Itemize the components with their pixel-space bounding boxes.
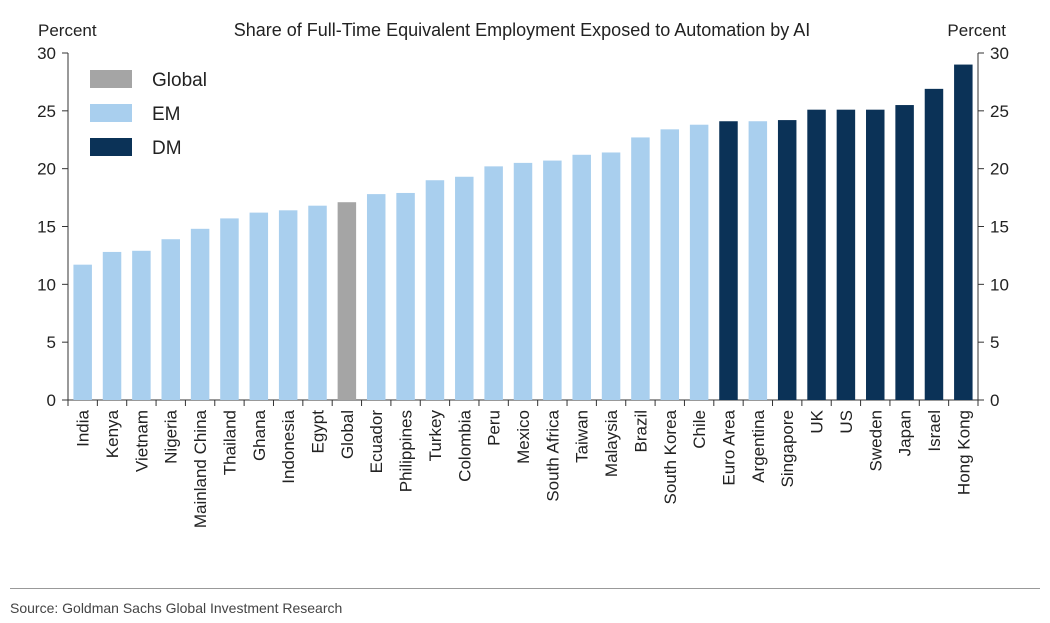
category-label: India: [74, 409, 93, 446]
category-label: US: [837, 410, 856, 434]
bar-sweden: [866, 109, 885, 400]
bar-chart: Share of Full-Time Equivalent Employment…: [37, 20, 1009, 528]
left-tick-label: 30: [37, 44, 56, 63]
source-note: Source: Goldman Sachs Global Investment …: [10, 600, 343, 616]
bars: [73, 64, 973, 401]
category-label: Singapore: [778, 410, 797, 488]
category-label: Mainland China: [191, 409, 210, 528]
bar-nigeria: [161, 239, 180, 400]
category-label: Euro Area: [719, 409, 738, 485]
left-tick-label: 5: [47, 333, 56, 352]
category-label: Chile: [690, 410, 709, 449]
legend-label-em: EM: [152, 104, 181, 125]
category-label: Israel: [925, 410, 944, 452]
bar-indonesia: [278, 210, 298, 400]
category-label: Taiwan: [573, 410, 592, 463]
bar-philippines: [396, 192, 415, 400]
bar-peru: [484, 166, 503, 400]
category-label: Mexico: [514, 410, 533, 464]
bar-vietnam: [132, 250, 151, 400]
category-label: South Africa: [543, 409, 562, 501]
category-label: Hong Kong: [954, 410, 973, 495]
bar-ghana: [249, 212, 269, 400]
right-tick-label: 15: [990, 218, 1009, 237]
bar-colombia: [455, 176, 474, 400]
category-label: Malaysia: [602, 409, 621, 477]
category-label: Kenya: [103, 409, 122, 458]
category-label: Egypt: [309, 410, 328, 454]
right-axis-unit-label: Percent: [947, 21, 1006, 40]
right-tick-label: 20: [990, 160, 1009, 179]
right-tick-label: 10: [990, 275, 1009, 294]
category-label: Peru: [485, 410, 504, 446]
bar-israel: [924, 88, 944, 401]
axis-layer: 0 0 5 5 10 10 15 15 20 20 25 25 30 30: [37, 44, 1009, 410]
legend-swatch-global: [90, 70, 132, 88]
category-label: Global: [338, 410, 357, 459]
category-label: South Korea: [661, 409, 680, 504]
legend-label-dm: DM: [152, 138, 182, 159]
category-label: Ghana: [250, 409, 269, 461]
right-tick-label: 0: [990, 391, 999, 410]
category-label: Argentina: [749, 409, 768, 482]
left-tick-label: 25: [37, 102, 56, 121]
bar-hong-kong: [954, 64, 973, 401]
category-label: Colombia: [455, 409, 474, 481]
bar-argentina: [748, 121, 768, 400]
left-tick-label: 0: [47, 391, 56, 410]
legend-swatch-dm: [90, 138, 132, 156]
category-label: Vietnam: [132, 410, 151, 472]
chart-title: Share of Full-Time Equivalent Employment…: [234, 20, 811, 40]
category-label: Indonesia: [279, 409, 298, 483]
legend-label-global: Global: [152, 70, 207, 91]
legend-swatch-em: [90, 104, 132, 122]
bar-brazil: [631, 137, 650, 401]
bar-kenya: [102, 251, 122, 400]
category-label: Turkey: [426, 410, 445, 462]
x-tick-labels: India Kenya Vietnam Nigeria Mainland China Th…: [74, 409, 974, 528]
category-label: Thailand: [220, 410, 239, 475]
category-label: Japan: [896, 410, 915, 456]
bar-euro-area: [719, 121, 738, 400]
legend: Global EM DM: [90, 70, 207, 159]
bar-india: [73, 264, 92, 400]
bar-uk: [807, 109, 826, 400]
category-label: Nigeria: [162, 409, 181, 463]
bar-turkey: [425, 180, 445, 400]
bar-mainland-china: [190, 228, 210, 400]
category-label: Philippines: [397, 410, 416, 492]
category-label: Ecuador: [367, 410, 386, 474]
bar-egypt: [308, 205, 327, 400]
bar-ecuador: [366, 194, 386, 400]
bar-us: [836, 109, 856, 400]
bar-singapore: [777, 120, 797, 400]
right-tick-label: 30: [990, 44, 1009, 63]
bar-mexico: [513, 162, 533, 400]
left-tick-label: 10: [37, 275, 56, 294]
bar-japan: [895, 105, 914, 401]
bar-thailand: [220, 218, 239, 400]
bar-south-korea: [660, 129, 680, 400]
source-divider: [10, 588, 1040, 589]
right-tick-label: 25: [990, 102, 1009, 121]
category-label: UK: [808, 409, 827, 433]
bar-taiwan: [572, 154, 591, 400]
bar-malaysia: [601, 152, 621, 400]
left-axis-unit-label: Percent: [38, 21, 97, 40]
bar-chile: [689, 124, 709, 401]
bar-global: [337, 202, 357, 400]
category-label: Brazil: [631, 410, 650, 453]
bar-south-africa: [543, 160, 562, 400]
left-tick-label: 15: [37, 218, 56, 237]
category-label: Sweden: [866, 410, 885, 471]
left-tick-label: 20: [37, 160, 56, 179]
right-tick-label: 5: [990, 333, 999, 352]
